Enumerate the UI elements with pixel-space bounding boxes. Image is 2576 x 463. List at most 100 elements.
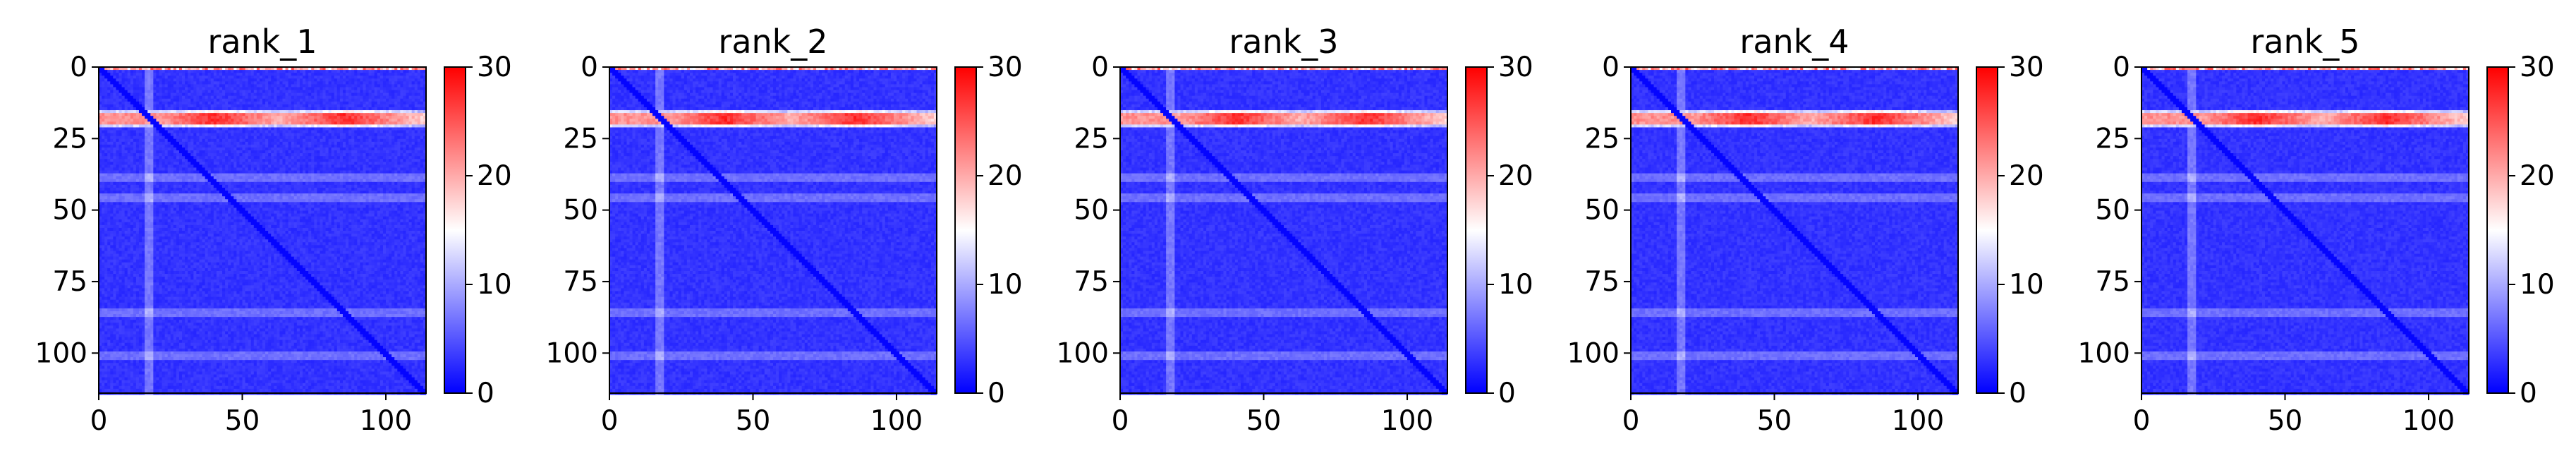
heatmap-cell xyxy=(420,76,423,78)
heatmap-cell xyxy=(394,90,397,93)
heatmap-cell xyxy=(297,84,300,87)
heatmap-cell xyxy=(122,96,125,99)
heatmap-cell xyxy=(311,73,314,76)
heatmap-cell xyxy=(219,99,222,102)
heatmap-cell xyxy=(348,84,351,87)
heatmap-cell xyxy=(412,76,415,78)
heatmap-cell xyxy=(332,99,334,102)
heatmap-cell xyxy=(202,70,205,73)
heatmap-cell xyxy=(403,70,406,73)
heatmap-cell xyxy=(125,90,128,93)
heatmap-cell xyxy=(102,96,104,99)
heatmap-cell xyxy=(415,78,418,81)
heatmap-cell xyxy=(366,96,369,99)
heatmap-cell xyxy=(346,84,348,87)
heatmap-cell xyxy=(303,76,305,78)
heatmap-cell xyxy=(171,70,174,73)
heatmap-cell xyxy=(150,87,153,90)
heatmap-cell xyxy=(380,90,383,93)
heatmap-cell xyxy=(369,90,372,93)
heatmap-cell xyxy=(168,90,171,93)
heatmap-cell xyxy=(130,87,133,90)
heatmap-cell xyxy=(271,90,274,93)
heatmap-cell xyxy=(231,90,233,93)
heatmap-cell xyxy=(351,70,354,73)
heatmap-cell xyxy=(208,99,211,102)
heatmap-cell xyxy=(217,84,219,87)
heatmap-cell xyxy=(300,70,303,73)
heatmap-cell xyxy=(147,96,150,99)
heatmap-cell xyxy=(291,93,294,96)
heatmap-cell xyxy=(420,99,423,102)
heatmap-cell xyxy=(102,99,104,102)
heatmap-cell xyxy=(369,73,372,76)
heatmap-cell xyxy=(159,87,162,90)
heatmap-cell xyxy=(354,73,357,76)
heatmap-cell xyxy=(119,93,121,96)
heatmap-cell xyxy=(162,90,165,93)
heatmap-cell xyxy=(254,78,257,81)
heatmap-cell xyxy=(311,96,314,99)
heatmap-cell xyxy=(317,70,320,73)
heatmap-cell xyxy=(271,70,274,73)
heatmap-cell xyxy=(219,81,222,84)
heatmap-cell xyxy=(311,70,314,73)
heatmap-cell xyxy=(268,96,271,99)
heatmap-cell xyxy=(394,99,397,102)
heatmap-cell xyxy=(196,84,199,87)
heatmap-cell xyxy=(386,99,389,102)
heatmap-cell xyxy=(116,70,119,73)
heatmap-cell xyxy=(288,90,291,93)
heatmap-cell xyxy=(142,76,145,78)
heatmap-cell xyxy=(317,90,320,93)
heatmap-cell xyxy=(147,70,150,73)
heatmap-cell xyxy=(156,70,159,73)
heatmap-cell xyxy=(340,78,343,81)
heatmap-cell xyxy=(190,78,193,81)
heatmap-cell xyxy=(418,70,420,73)
heatmap-cell xyxy=(110,76,113,78)
heatmap-cell xyxy=(211,70,214,73)
heatmap-cell xyxy=(329,99,332,102)
heatmap-cell xyxy=(279,93,282,96)
heatmap-cell xyxy=(222,99,225,102)
heatmap-cell xyxy=(116,76,119,78)
heatmap-cell xyxy=(113,76,116,78)
heatmap-cell xyxy=(245,96,248,99)
heatmap-cell xyxy=(196,99,199,102)
heatmap-cell xyxy=(171,78,174,81)
heatmap-cell xyxy=(139,76,142,78)
heatmap-cell xyxy=(294,99,297,102)
heatmap-cell xyxy=(136,84,139,87)
heatmap-cell xyxy=(165,73,168,76)
heatmap-cell xyxy=(369,87,372,90)
heatmap-cell xyxy=(394,84,397,87)
heatmap-cell xyxy=(260,70,262,73)
heatmap-cell xyxy=(185,93,188,96)
heatmap-cell xyxy=(332,87,334,90)
heatmap-cell xyxy=(380,84,383,87)
heatmap-cell xyxy=(205,90,208,93)
heatmap-cell xyxy=(369,93,372,96)
heatmap-cell xyxy=(142,96,145,99)
heatmap-cell xyxy=(332,93,334,96)
heatmap-cell xyxy=(168,93,171,96)
heatmap-cell xyxy=(400,78,403,81)
heatmap-cell xyxy=(102,76,104,78)
heatmap-cell xyxy=(363,93,365,96)
heatmap-cell xyxy=(326,87,329,90)
heatmap-cell xyxy=(113,90,116,93)
heatmap-cell xyxy=(389,96,391,99)
heatmap-cell xyxy=(366,70,369,73)
heatmap-cell xyxy=(147,90,150,93)
heatmap-cell xyxy=(320,70,322,73)
heatmap-cell xyxy=(386,93,389,96)
heatmap-cell xyxy=(219,84,222,87)
heatmap-cell xyxy=(147,84,150,87)
heatmap-cell xyxy=(369,99,372,102)
heatmap-cell xyxy=(102,70,104,73)
heatmap-cell xyxy=(248,99,251,102)
heatmap-cell xyxy=(409,96,412,99)
heatmap-cell xyxy=(420,81,423,84)
